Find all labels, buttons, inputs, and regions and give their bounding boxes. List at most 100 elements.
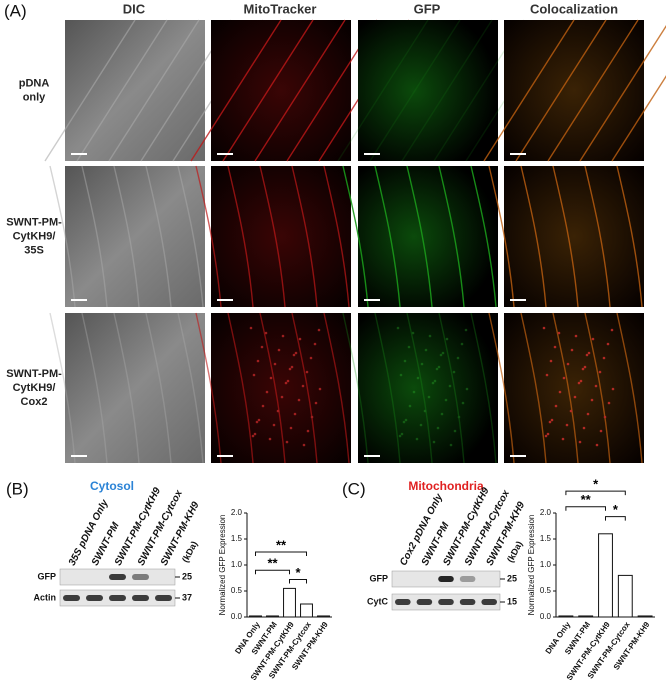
mito-dot [273,362,277,366]
mito-dot [276,409,280,413]
cell-walls [342,165,497,308]
mito-dot [269,376,273,380]
cell-wall [406,165,433,308]
mito-dot [594,384,598,388]
mito-dot [252,373,256,377]
mito-dot [314,401,318,405]
cell-wall [81,165,108,308]
scale-bar [364,299,380,301]
blot-title: Mitochondria [408,479,484,493]
mito-dot [256,359,260,363]
cell-wall [259,312,286,464]
mito-dot [545,373,549,377]
marker-label: 25 [182,571,192,581]
cell-wall [177,165,204,308]
cell-wall [195,165,222,308]
band [63,595,80,601]
cell-wall [584,165,611,308]
cell-walls [488,312,643,464]
cell-wall [611,75,666,162]
panel-label: (B) [6,479,29,498]
scale-bar [217,455,233,457]
mito-dot [398,434,402,438]
cell-wall [515,19,607,162]
row-label: pDNA [19,77,50,89]
row-label: CytKH9/ [13,230,56,242]
mito-dot [603,415,607,419]
cell-wall [369,19,461,162]
band-label: GFP [37,571,56,581]
cell-wall [76,19,168,162]
micrograph [504,20,644,161]
mito-dot [251,434,255,438]
scale-bar [217,153,233,155]
band [132,595,149,601]
mito-dot [587,351,591,355]
band [109,595,126,601]
mito-dot [448,384,452,388]
sig-label: ** [267,556,278,571]
mito-dot [436,426,440,430]
mito-dot [428,334,432,338]
cell-wall [195,312,222,464]
micrograph [504,166,644,307]
column-header: DIC [123,1,146,16]
mito-dot [280,395,284,399]
mito-dot [423,409,427,413]
mito-dot [277,348,281,352]
mito-dot [416,376,420,380]
sig-bracket [255,569,290,575]
mito-dot [452,370,456,374]
mito-dot [591,337,595,341]
mito-dot [590,398,594,402]
unit-label: (kDa) [180,539,199,564]
mito-dot [542,326,546,330]
cell-walls [195,165,350,308]
mito-dot [306,429,310,433]
mito-dot [557,331,561,335]
mito-dot [445,337,449,341]
mito-dot [249,326,253,330]
mito-dot [301,384,305,388]
marker-label: 15 [507,596,517,606]
cell-wall [520,312,547,464]
cell-wall [113,312,140,464]
mito-dot [439,353,443,357]
mito-dot [581,367,585,371]
mito-dot [546,432,550,436]
cell-wall [227,312,254,464]
cell-walls [49,165,204,308]
mito-dot [548,420,552,424]
mito-dot [298,337,302,341]
unit-label: (kDa) [505,539,524,564]
mito-dot [583,365,587,369]
y-axis-label: Normalized GFP Expression [527,515,536,616]
mito-dot [570,348,574,352]
scale-bar [510,153,526,155]
mito-dot [558,390,562,394]
mito-dot [313,342,317,346]
cell-wall [470,312,497,464]
mito-dot [424,348,428,352]
column-header: MitoTracker [244,1,317,16]
mito-dot [433,379,437,383]
cell-wall [552,165,579,308]
scale-bar [510,455,526,457]
cell-wall [616,312,643,464]
scale-bar [217,299,233,301]
mito-dot [289,426,293,430]
sig-label: * [613,502,619,517]
cell-wall [616,165,643,308]
row-label: 35S [24,244,44,256]
mito-dot [578,440,582,444]
mito-dot [460,342,464,346]
mito-dot [268,437,272,441]
micrograph [211,313,351,463]
mito-dot [407,345,411,349]
bar [578,615,594,618]
band [395,599,411,605]
mito-dot [293,412,297,416]
cell-wall [438,312,465,464]
mito-dot [449,443,453,447]
mito-dot [586,412,590,416]
